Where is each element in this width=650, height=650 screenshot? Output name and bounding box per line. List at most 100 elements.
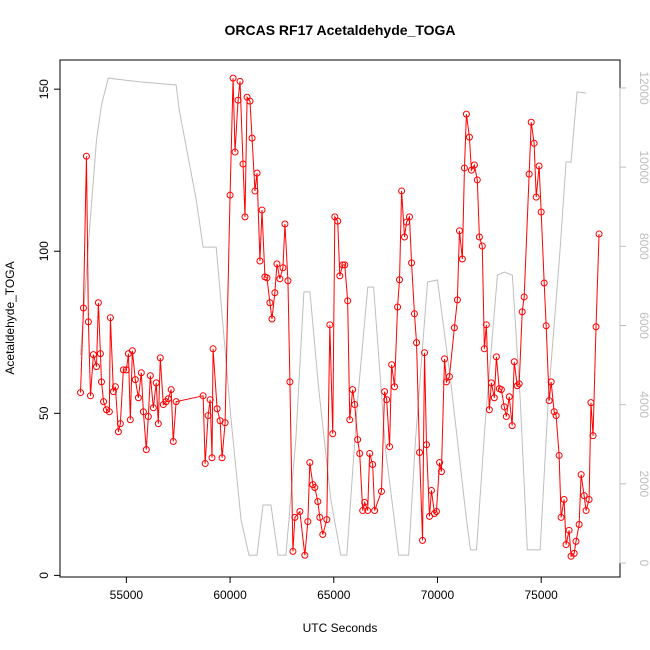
data-point: [421, 349, 429, 357]
data-point: [126, 416, 134, 424]
data-point: [258, 206, 266, 214]
data-point: [164, 395, 172, 403]
data-point: [391, 383, 399, 391]
data-point: [508, 422, 516, 430]
data-point: [268, 315, 276, 323]
data-point: [401, 233, 409, 241]
y2-tick-label: 10000: [637, 150, 650, 184]
data-point: [580, 492, 588, 500]
x-tick-label: 70000: [421, 588, 455, 602]
y-tick-label: 0: [37, 572, 51, 579]
data-point: [89, 351, 97, 359]
data-point: [167, 386, 175, 394]
data-point: [394, 303, 402, 311]
data-point: [199, 392, 207, 400]
data-point: [241, 213, 249, 221]
y-tick-label: 100: [37, 241, 51, 261]
data-point: [286, 378, 294, 386]
data-point: [361, 498, 369, 506]
data-point: [271, 289, 279, 297]
data-point: [557, 513, 565, 521]
y2-tick-label: 0: [637, 560, 650, 567]
data-point: [344, 297, 352, 305]
y2-tick-label: 2000: [637, 470, 650, 497]
data-point: [570, 549, 578, 557]
data-point: [114, 428, 122, 436]
y2-tick-label: 4000: [637, 391, 650, 418]
data-point: [383, 396, 391, 404]
data-point: [359, 507, 367, 515]
data-point: [77, 389, 85, 397]
data-point: [530, 139, 538, 147]
data-point: [587, 399, 595, 407]
data-point: [229, 74, 237, 82]
data-point: [314, 497, 322, 505]
data-point: [369, 461, 377, 469]
data-point: [82, 152, 90, 160]
data-point: [137, 369, 145, 377]
data-point: [441, 355, 449, 363]
data-point: [172, 398, 180, 406]
data-point: [482, 321, 490, 329]
x-tick-label: 60000: [213, 588, 247, 602]
data-point: [316, 513, 324, 521]
data-point: [209, 345, 217, 353]
data-point: [304, 518, 312, 526]
data-point: [542, 322, 550, 330]
data-point: [248, 134, 256, 142]
y-tick-label: 150: [37, 79, 51, 99]
data-point: [398, 187, 406, 195]
data-point: [93, 363, 101, 371]
data-point: [377, 487, 385, 495]
data-point: [565, 526, 573, 534]
data-point: [96, 350, 104, 358]
x-tick-label: 75000: [524, 588, 558, 602]
data-point: [450, 324, 458, 332]
data-point: [540, 279, 548, 287]
data-point: [419, 536, 427, 544]
data-point: [408, 259, 416, 267]
data-point: [226, 191, 234, 199]
data-point: [405, 213, 413, 221]
x-tick-label: 55000: [110, 588, 144, 602]
data-point: [128, 347, 136, 355]
data-point: [284, 277, 292, 285]
data-point: [537, 208, 545, 216]
data-point: [319, 531, 327, 539]
y-axis-label: Acetaldehyde_TOGA: [3, 261, 17, 374]
data-point: [346, 416, 354, 424]
data-point: [532, 193, 540, 201]
data-point: [416, 449, 424, 457]
data-point: [572, 537, 580, 545]
data-point: [490, 394, 498, 402]
data-point: [251, 187, 259, 195]
data-point: [279, 264, 287, 272]
data-point: [475, 233, 483, 241]
data-point: [119, 366, 127, 374]
data-point: [413, 339, 421, 347]
data-point: [422, 441, 430, 449]
data-point: [500, 403, 508, 411]
data-point: [139, 408, 147, 416]
data-point: [349, 386, 357, 394]
data-point: [462, 110, 470, 118]
data-point: [131, 376, 139, 384]
data-point: [513, 382, 521, 390]
data-point: [97, 378, 105, 386]
data-point: [577, 471, 585, 479]
data-point: [149, 404, 157, 412]
series-line: [80, 77, 587, 556]
data-point: [371, 507, 379, 515]
data-point: [169, 438, 177, 446]
data-point: [480, 345, 488, 353]
data-point: [326, 321, 334, 329]
data-point: [351, 401, 359, 409]
data-point: [221, 419, 229, 427]
data-point: [105, 408, 113, 416]
data-point: [146, 372, 154, 380]
data-point: [381, 388, 389, 396]
data-point: [589, 432, 597, 440]
data-point: [518, 308, 526, 316]
